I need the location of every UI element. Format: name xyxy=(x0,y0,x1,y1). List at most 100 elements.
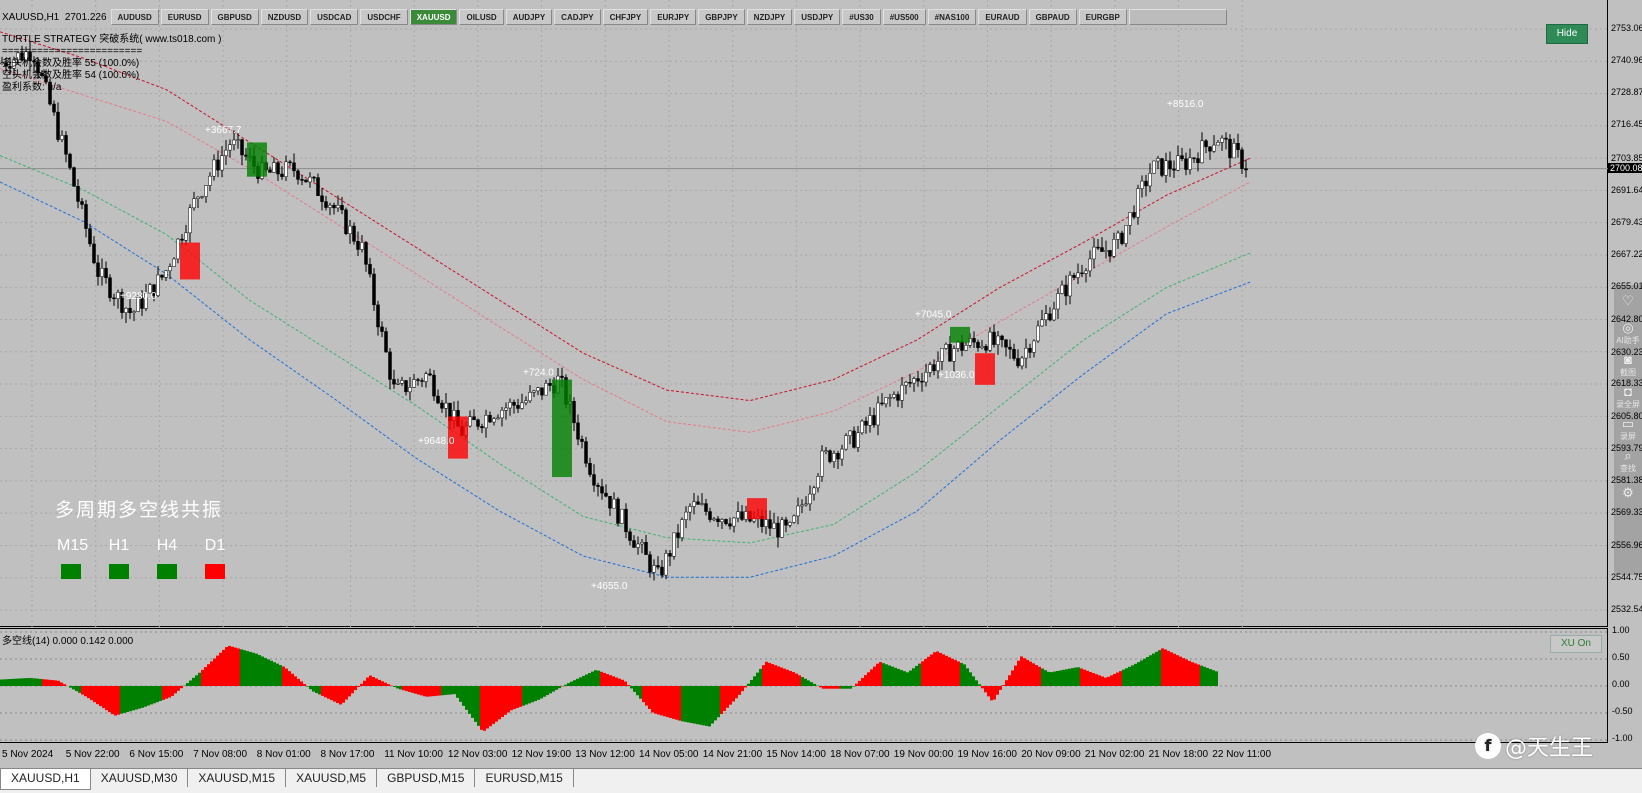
candle-body xyxy=(1069,275,1072,296)
indicator-bar xyxy=(48,680,51,686)
candle-body xyxy=(797,506,800,516)
time-tick-label: 8 Nov 01:00 xyxy=(257,749,311,760)
indicator-bar xyxy=(24,678,27,686)
symbol-button-nzdjpy[interactable]: NZDJPY xyxy=(747,9,793,25)
symbol-button-eurjpy[interactable]: EURJPY xyxy=(650,9,696,25)
indicator-bar xyxy=(1197,664,1200,686)
indicator-bar xyxy=(174,686,177,693)
trade-profit-label: +9280.0 xyxy=(120,291,157,302)
indicator-bar xyxy=(1008,675,1011,686)
indicator-bar xyxy=(918,664,921,686)
symbol-button-eurusd[interactable]: EURUSD xyxy=(161,9,209,25)
indicator-bar xyxy=(147,686,150,706)
indicator-bar xyxy=(483,686,486,731)
indicator-bar xyxy=(996,686,999,695)
candle-body xyxy=(425,374,428,382)
symbol-button-us30[interactable]: #US30 xyxy=(842,9,880,25)
symbol-button-oilusd[interactable]: OILUSD xyxy=(459,9,503,25)
indicator-bar xyxy=(777,666,780,686)
symbol-button-gbpaud[interactable]: GBPAUD xyxy=(1029,9,1077,25)
indicator-bar xyxy=(753,676,756,686)
symbol-button-gbpusd[interactable]: GBPUSD xyxy=(211,9,259,25)
indicator-bar xyxy=(939,653,942,686)
indicator-bar xyxy=(609,675,612,686)
xu-on-button[interactable]: XU On xyxy=(1550,635,1602,653)
candle-body xyxy=(793,516,796,522)
symbol-button-gbpjpy[interactable]: GBPJPY xyxy=(698,9,744,25)
candle-body xyxy=(517,405,520,408)
candle-body xyxy=(1161,159,1164,176)
indicator-bar xyxy=(423,686,426,696)
indicator-bar xyxy=(1056,671,1059,686)
candle-body xyxy=(853,431,856,447)
indicator-bar xyxy=(1098,675,1101,686)
candle-body xyxy=(229,145,232,151)
candle-body xyxy=(437,396,440,403)
candle-body xyxy=(1033,341,1036,353)
chart-window[interactable]: +9280.0+3667.7+9648.0+724.0+4655.0+7045.… xyxy=(0,0,1642,768)
symbol-button-usdcad[interactable]: USDCAD xyxy=(310,9,358,25)
candle-body xyxy=(813,488,816,494)
chart-tab-eurusd-m15[interactable]: EURUSD,M15 xyxy=(475,769,573,787)
indicator-bar xyxy=(108,686,111,712)
indicator-subplot[interactable]: 多空线(14) 0.000 0.142 0.000 XU On xyxy=(0,628,1608,742)
indicator-bar xyxy=(426,686,429,697)
indicator-bar xyxy=(405,686,408,691)
chart-tab-xauusd-m15[interactable]: XAUUSD,M15 xyxy=(188,769,286,787)
candle-body xyxy=(477,420,480,427)
candle-body xyxy=(801,505,804,506)
symbol-button-cadjpy[interactable]: CADJPY xyxy=(554,9,600,25)
candle-body xyxy=(953,349,956,362)
indicator-bar xyxy=(186,683,189,686)
symbol-button-nas100[interactable]: #NAS100 xyxy=(928,9,977,25)
indicator-bar xyxy=(123,686,126,713)
symbol-button-chfjpy[interactable]: CHFJPY xyxy=(603,9,649,25)
indicator-bar xyxy=(27,678,30,686)
symbol-button-usdjpy[interactable]: USDJPY xyxy=(794,9,840,25)
hide-button[interactable]: Hide xyxy=(1546,24,1588,44)
chart-tab-xauusd-m30[interactable]: XAUUSD,M30 xyxy=(91,769,189,787)
indicator-bar xyxy=(291,674,294,686)
indicator-bar xyxy=(1101,676,1104,686)
indicator-bar xyxy=(1080,668,1083,686)
candle-body xyxy=(1165,161,1168,176)
indicator-bar xyxy=(921,661,924,686)
chart-tab-gbpusd-m15[interactable]: GBPUSD,M15 xyxy=(377,769,475,787)
indicator-bar xyxy=(12,679,15,686)
symbol-button-audusd[interactable]: AUDUSD xyxy=(111,9,159,25)
symbol-button-usdchf[interactable]: USDCHF xyxy=(360,9,407,25)
chart-tab-xauusd-m5[interactable]: XAUUSD,M5 xyxy=(286,769,377,787)
indicator-bar xyxy=(312,686,315,692)
candle-body xyxy=(329,205,332,207)
indicator-bar xyxy=(168,686,171,698)
symbol-button-empty[interactable] xyxy=(1129,9,1227,25)
main-price-plot[interactable]: +9280.0+3667.7+9648.0+724.0+4655.0+7045.… xyxy=(0,0,1608,627)
symbol-button-xauusd[interactable]: XAUUSD xyxy=(410,9,458,25)
indicator-bar xyxy=(927,657,930,686)
candle-body xyxy=(1181,156,1184,159)
candle-body xyxy=(645,542,648,554)
indicator-bar xyxy=(381,681,384,686)
candle-body xyxy=(93,244,96,263)
indicator-bar xyxy=(450,686,453,694)
symbol-button-us500[interactable]: #US500 xyxy=(883,9,926,25)
candle-body xyxy=(1117,233,1120,239)
indicator-bar xyxy=(495,686,498,722)
indicator-bar xyxy=(15,679,18,686)
candle-body xyxy=(309,177,312,182)
indicator-bar xyxy=(1041,668,1044,686)
indicator-bar xyxy=(570,682,573,686)
chart-tab-xauusd-h1[interactable]: XAUUSD,H1 xyxy=(0,769,91,790)
symbol-button-nzdusd[interactable]: NZDUSD xyxy=(261,9,308,25)
price-chart-svg[interactable]: +9280.0+3667.7+9648.0+724.0+4655.0+7045.… xyxy=(0,0,1608,627)
symbol-button-eurgbp[interactable]: EURGBP xyxy=(1079,9,1127,25)
indicator-bar xyxy=(942,654,945,686)
trade-profit-label: +9648.0 xyxy=(418,436,455,447)
indicator-bar xyxy=(1209,669,1212,686)
indicator-bar xyxy=(1149,655,1152,686)
candle-body xyxy=(441,403,444,408)
symbol-button-euraud[interactable]: EURAUD xyxy=(978,9,1026,25)
symbol-button-audjpy[interactable]: AUDJPY xyxy=(506,9,552,25)
indicator-bar xyxy=(1212,670,1215,686)
candle-body xyxy=(1209,147,1212,151)
